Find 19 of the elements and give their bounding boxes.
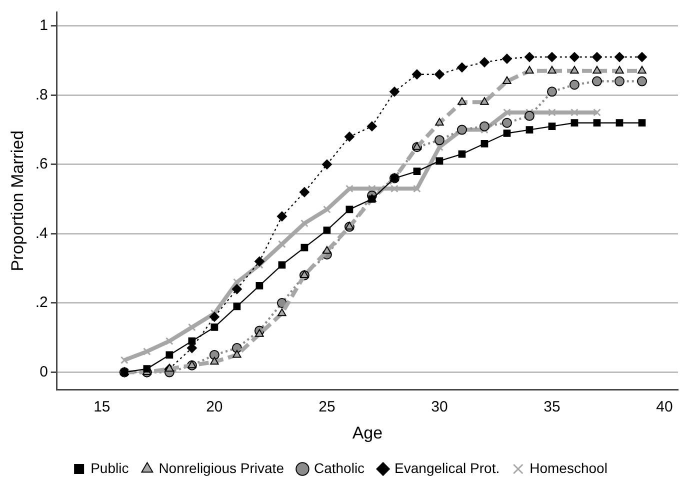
y-tick-label: .6: [35, 156, 48, 173]
y-tick-label: .8: [35, 86, 48, 104]
x-tick-label: 15: [94, 398, 110, 416]
x-tick-label: 30: [431, 398, 448, 416]
y-tick-label: .2: [35, 294, 48, 312]
x-tick-label: 20: [206, 398, 223, 416]
y-tick-label: .4: [35, 224, 48, 242]
y-axis-title: Proportion Married: [8, 130, 27, 272]
x-tick-label: 35: [544, 398, 560, 416]
legend-label: Homeschool: [530, 460, 608, 476]
legend-label: Evangelical Prot.: [394, 460, 500, 476]
legend-label: Public: [90, 460, 129, 476]
x-tick-label: 40: [656, 398, 673, 416]
legend-label: Nonreligious Private: [158, 460, 284, 476]
legend-label: Catholic: [314, 460, 365, 476]
y-tick-label: 1: [40, 17, 48, 34]
x-axis-title: Age: [352, 423, 383, 442]
x-tick-label: 25: [318, 398, 336, 416]
y-tick-label: 0: [40, 363, 48, 380]
